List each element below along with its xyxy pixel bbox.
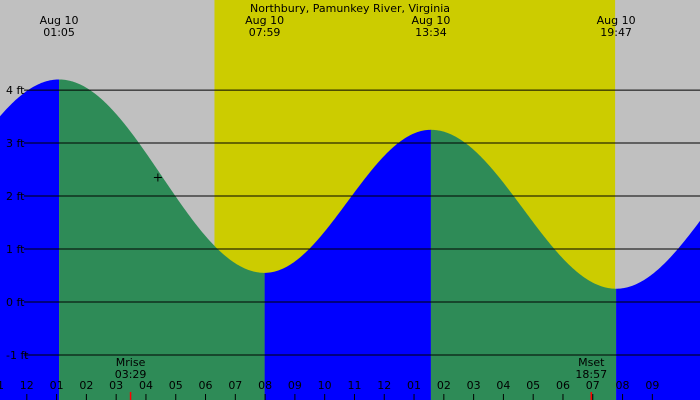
x-tick-label: 01 bbox=[50, 379, 64, 392]
x-tick-label: 08 bbox=[616, 379, 630, 392]
y-tick-label: 0 ft bbox=[6, 296, 25, 309]
moon-event-label: Mset bbox=[578, 356, 605, 369]
x-tick-label: 07 bbox=[228, 379, 242, 392]
x-tick-label: 04 bbox=[496, 379, 510, 392]
x-tick-label: 07 bbox=[586, 379, 600, 392]
chart-title: Northbury, Pamunkey River, Virginia bbox=[250, 2, 450, 15]
current-time-marker bbox=[153, 173, 162, 182]
x-tick-label: 06 bbox=[199, 379, 213, 392]
y-tick-label: 4 ft bbox=[6, 84, 25, 97]
rising-tide-area bbox=[0, 79, 60, 400]
moon-event-label: Mrise bbox=[116, 356, 146, 369]
extreme-date-label: Aug 10 bbox=[597, 14, 636, 27]
x-tick-label: 09 bbox=[288, 379, 302, 392]
x-tick-label: 03 bbox=[467, 379, 481, 392]
grid-lines-layer bbox=[24, 89, 700, 356]
x-tick-label: 01 bbox=[407, 379, 421, 392]
x-tick-label: 02 bbox=[79, 379, 93, 392]
x-tick-label: 11 bbox=[347, 379, 361, 392]
y-tick-label: 1 ft bbox=[6, 243, 25, 256]
y-tick-label: 2 ft bbox=[6, 190, 25, 203]
x-tick-label: 04 bbox=[139, 379, 153, 392]
axis-labels-layer: 4 ft 3 ft 2 ft 1 ft 0 ft -1 ft 11 12 01 02 03 04 05 0… bbox=[0, 84, 659, 400]
y-tick-label: 3 ft bbox=[6, 137, 25, 150]
current-marker-layer bbox=[153, 173, 162, 182]
moon-event-time: 18:57 bbox=[575, 368, 607, 381]
moon-event-time: 03:29 bbox=[115, 368, 147, 381]
extreme-date-label: Aug 10 bbox=[411, 14, 450, 27]
x-tick-label: 05 bbox=[526, 379, 540, 392]
x-tick-label: 09 bbox=[645, 379, 659, 392]
x-tick-label: 12 bbox=[20, 379, 34, 392]
extreme-time-label: 07:59 bbox=[249, 26, 281, 39]
x-tick-label: 03 bbox=[109, 379, 123, 392]
extreme-time-label: 19:47 bbox=[600, 26, 632, 39]
extreme-date-label: Aug 10 bbox=[245, 14, 284, 27]
falling-tide-area bbox=[59, 79, 265, 400]
x-tick-label: 02 bbox=[437, 379, 451, 392]
falling-tide-area bbox=[430, 129, 617, 400]
x-tick-label: 12 bbox=[377, 379, 391, 392]
x-tick-label: 06 bbox=[556, 379, 570, 392]
rising-tide-area bbox=[264, 129, 431, 400]
x-tick-label: 10 bbox=[318, 379, 332, 392]
extreme-date-label: Aug 10 bbox=[40, 14, 79, 27]
extreme-time-label: 01:05 bbox=[43, 26, 75, 39]
y-tick-label: -1 ft bbox=[6, 349, 29, 362]
x-tick-label: 08 bbox=[258, 379, 272, 392]
x-tick-label: 11 bbox=[0, 379, 4, 392]
x-tick-label: 05 bbox=[169, 379, 183, 392]
extreme-time-label: 13:34 bbox=[415, 26, 447, 39]
